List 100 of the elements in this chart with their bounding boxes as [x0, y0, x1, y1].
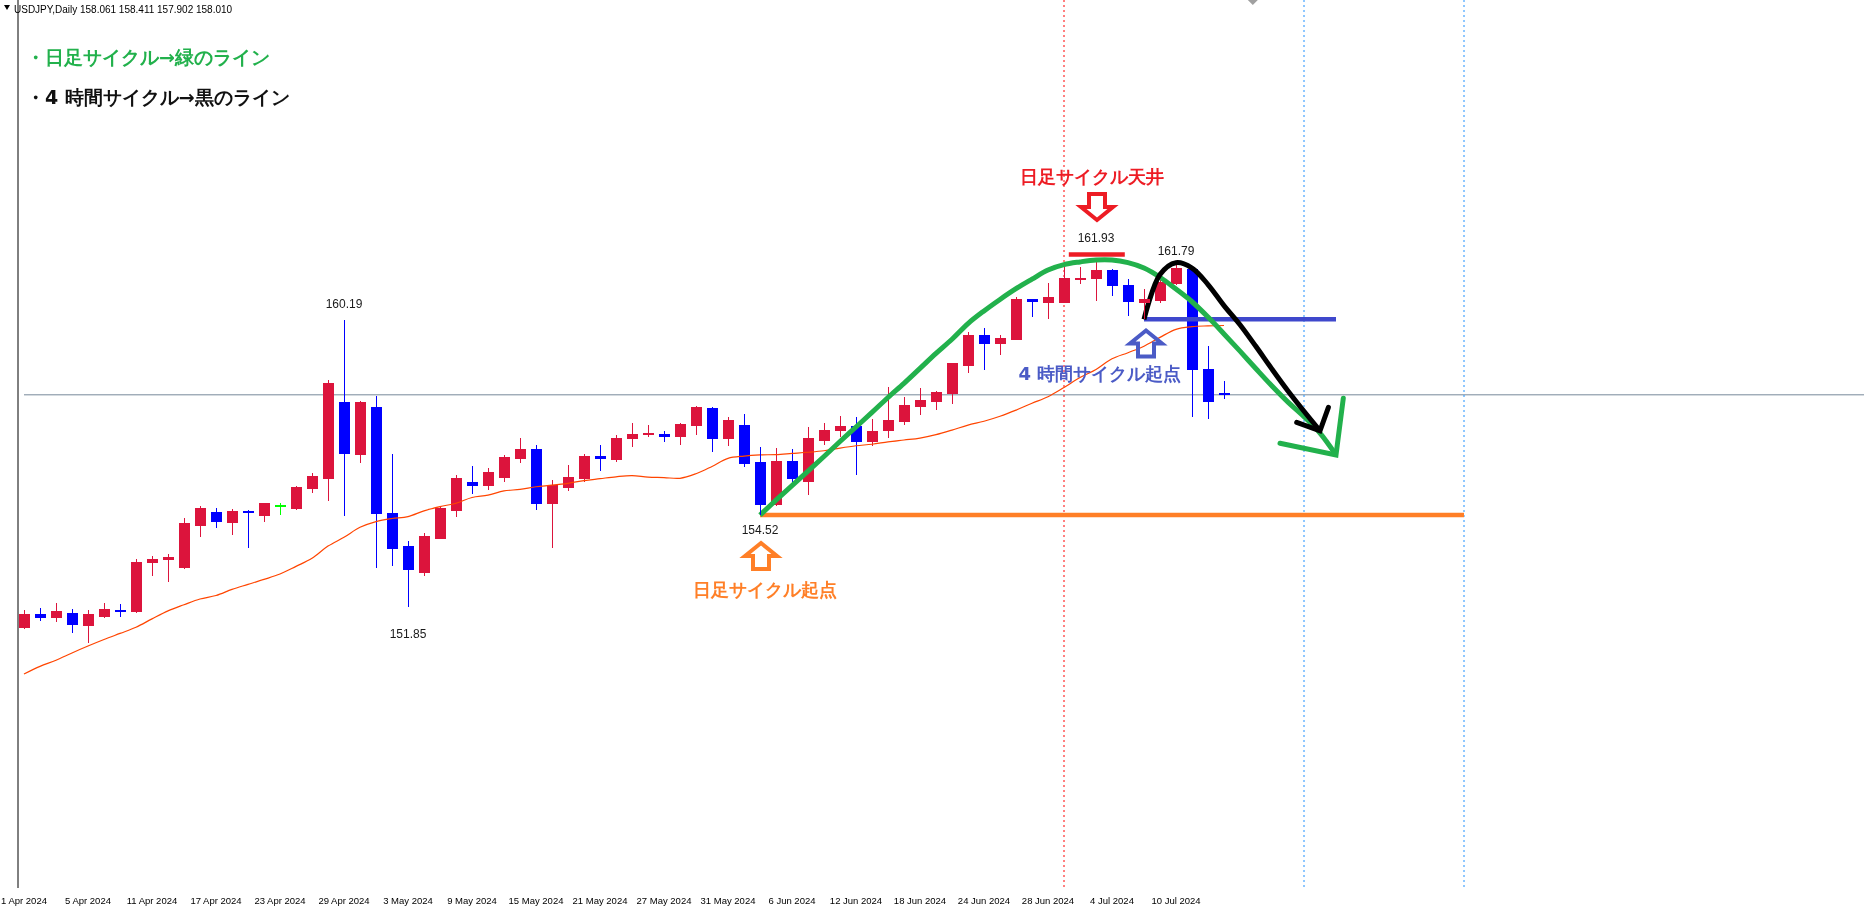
x-tick-label: 5 Apr 2024: [65, 894, 111, 906]
candlestick: [578, 453, 590, 483]
x-tick-label: 3 May 2024: [383, 894, 433, 906]
candlestick: [594, 444, 606, 472]
candlestick: [370, 395, 382, 569]
x-tick-label: 24 Jun 2024: [957, 894, 1011, 906]
candlestick: [290, 485, 302, 511]
x-tick-label: 29 Apr 2024: [318, 894, 370, 906]
candlestick: [34, 607, 46, 622]
candlestick: [210, 507, 222, 529]
candlestick: [98, 602, 110, 619]
x-tick-label: 27 May 2024: [636, 894, 692, 906]
candlestick: [130, 558, 142, 614]
x-tick-label: 1 Apr 2024: [1, 894, 47, 906]
x-tick-label: 6 Jun 2024: [768, 894, 816, 906]
x-tick-label: 31 May 2024: [700, 894, 756, 906]
x-tick-label: 10 Jul 2024: [1151, 894, 1201, 906]
candlestick: [754, 446, 766, 516]
candlestick: [1170, 264, 1182, 286]
candlestick: [82, 609, 94, 644]
candlestick: [786, 448, 798, 483]
candlestick: [1202, 345, 1214, 420]
chart-title: USDJPY,Daily 158.061 158.411 157.902 158.010: [14, 3, 233, 15]
candlestick: [610, 434, 622, 463]
candlestick: [962, 331, 974, 374]
candlestick: [530, 444, 542, 511]
candlestick: [882, 386, 894, 439]
candlestick: [226, 508, 238, 536]
candlestick: [322, 379, 334, 502]
candlestick: [994, 334, 1006, 356]
candlestick: [18, 609, 30, 630]
candlestick: [338, 319, 350, 517]
candlestick: [722, 416, 734, 447]
candlestick: [50, 602, 62, 623]
candlestick: [658, 430, 670, 443]
annotation: 151.85: [389, 627, 427, 641]
candlestick: [354, 400, 366, 464]
candlestick: [1122, 278, 1134, 317]
x-tick-label: 4 Jul 2024: [1090, 894, 1134, 906]
x-tick-label: 11 Apr 2024: [126, 894, 178, 906]
candlestick: [1154, 279, 1166, 304]
candlestick: [1074, 266, 1086, 285]
x-tick-label: 9 May 2024: [447, 894, 497, 906]
candlestick: [482, 467, 494, 491]
candlestick: [114, 603, 126, 618]
candlestick: [674, 422, 686, 446]
candlestick: [690, 405, 702, 436]
candlestick: [738, 413, 750, 468]
candlestick: [1090, 259, 1102, 302]
candlestick: [466, 465, 478, 495]
candlestick: [306, 472, 318, 494]
candlestick: [386, 453, 398, 567]
candlestick: [402, 540, 414, 608]
x-tick-label: 23 Apr 2024: [254, 894, 306, 906]
candlestick: [1010, 296, 1022, 341]
candlestick: [66, 608, 78, 634]
candlestick: [914, 387, 926, 416]
candlestick: [514, 437, 526, 464]
candlestick: [898, 396, 910, 426]
annotation: 154.52: [741, 523, 779, 537]
candlestick: [706, 406, 718, 452]
candlestick: [434, 506, 446, 540]
text: ・4 時間サイクル→黒のライン: [26, 86, 290, 108]
candlestick: [1042, 282, 1054, 320]
candlestick: [498, 454, 510, 483]
candlestick: [1138, 288, 1150, 320]
candlestick: [1106, 268, 1118, 297]
candlestick: [642, 424, 654, 438]
x-tick-label: 21 May 2024: [572, 894, 628, 906]
candlestick: [194, 505, 206, 538]
x-tick-label: 17 Apr 2024: [190, 894, 242, 906]
candlestick: [242, 509, 254, 549]
candlestick: [946, 362, 958, 405]
candlestick: [834, 415, 846, 438]
candlestick: [450, 474, 462, 518]
x-tick-label: 28 Jun 2024: [1021, 894, 1075, 906]
candlestick: [418, 532, 430, 577]
candlestick: [178, 517, 190, 570]
candlestick: [1026, 298, 1038, 318]
text: 日足サイクル天井: [1020, 165, 1164, 187]
annotation: 日足サイクル起点: [693, 578, 837, 600]
candlestick: [1058, 266, 1070, 304]
candlestick: [930, 390, 942, 411]
candlestick: [146, 555, 158, 577]
candlestick: [546, 479, 558, 549]
candlestick: [274, 502, 286, 516]
annotation: 160.19: [325, 297, 363, 311]
candlestick: [978, 327, 990, 371]
candlestick: [626, 422, 638, 448]
text: 161.79: [1157, 244, 1195, 258]
x-tick-label: 12 Jun 2024: [829, 894, 883, 906]
x-tick-label: 15 May 2024: [508, 894, 564, 906]
candlestick: [258, 503, 270, 523]
text: 161.93: [1077, 231, 1115, 245]
candlestick: [866, 418, 878, 447]
x-tick-label: 18 Jun 2024: [893, 894, 947, 906]
candlestick: [1218, 380, 1230, 400]
candlestick: [162, 553, 174, 583]
text: ・日足サイクル→緑のライン: [26, 46, 270, 68]
candlestick: [818, 422, 830, 446]
